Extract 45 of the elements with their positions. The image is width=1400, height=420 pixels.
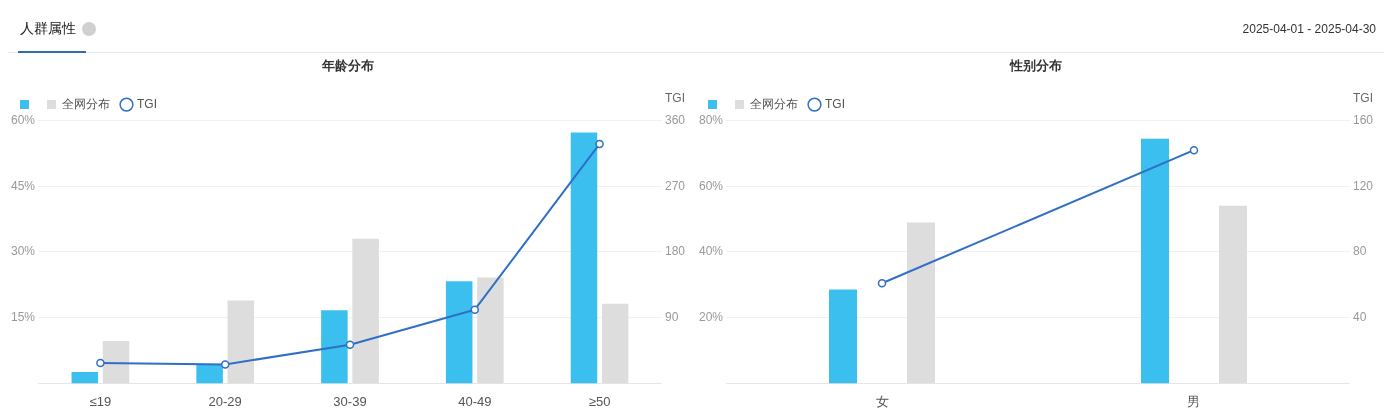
y2-axis-title: TGI — [1352, 90, 1373, 105]
y2-tick-label: 80 — [1352, 244, 1367, 259]
y2-tick-label: 40 — [1352, 310, 1367, 325]
point — [595, 139, 604, 149]
text: 人群属性 — [20, 20, 76, 38]
x-tick-label: 40-49 — [458, 393, 492, 409]
x-tick-label: ≥50 — [588, 393, 611, 409]
bar — [196, 364, 223, 384]
point — [345, 340, 355, 349]
y2-tick-label: 360 — [664, 112, 686, 127]
y-tick-label: 20% — [698, 310, 724, 325]
point — [470, 305, 480, 314]
x-tick-label: 男 — [1187, 393, 1201, 409]
text: 2025-04-01 - 2025-04-30 — [1242, 22, 1376, 36]
bar — [321, 310, 348, 384]
y2-axis-title: TGI — [664, 90, 685, 105]
legend-label: TGI — [825, 96, 845, 111]
y2-tick-label: 160 — [1352, 112, 1374, 127]
x-tick-label: 30-39 — [333, 393, 367, 409]
legend-label: 全网分布 — [750, 96, 798, 111]
bar — [445, 281, 473, 384]
bar — [1140, 138, 1169, 384]
chart-title: 性别分布 — [1009, 58, 1062, 74]
x-tick-label: ≤19 — [89, 393, 112, 409]
x-tick-label: 20-29 — [208, 393, 242, 409]
y-tick-label: 60% — [698, 178, 724, 193]
chart-title: 年龄分布 — [321, 58, 374, 74]
y-tick-label: 45% — [10, 178, 36, 193]
y2-tick-label: 180 — [664, 244, 686, 259]
y-tick-label: 60% — [10, 112, 36, 127]
y-tick-label: 80% — [698, 112, 724, 127]
legend-label: 全网分布 — [62, 96, 110, 111]
bar — [829, 289, 858, 384]
y-tick-label: 30% — [10, 244, 36, 259]
point — [220, 360, 230, 369]
bar — [570, 132, 598, 384]
y2-tick-label: 270 — [664, 178, 686, 193]
y-tick-label: 15% — [10, 310, 36, 325]
bar — [71, 372, 99, 384]
legend-label: TGI — [137, 96, 157, 111]
point — [96, 358, 105, 368]
x-tick-label: 女 — [875, 393, 889, 409]
y2-tick-label: 120 — [1352, 178, 1374, 193]
y-tick-label: 40% — [698, 244, 724, 259]
y2-tick-label: 90 — [664, 310, 679, 325]
